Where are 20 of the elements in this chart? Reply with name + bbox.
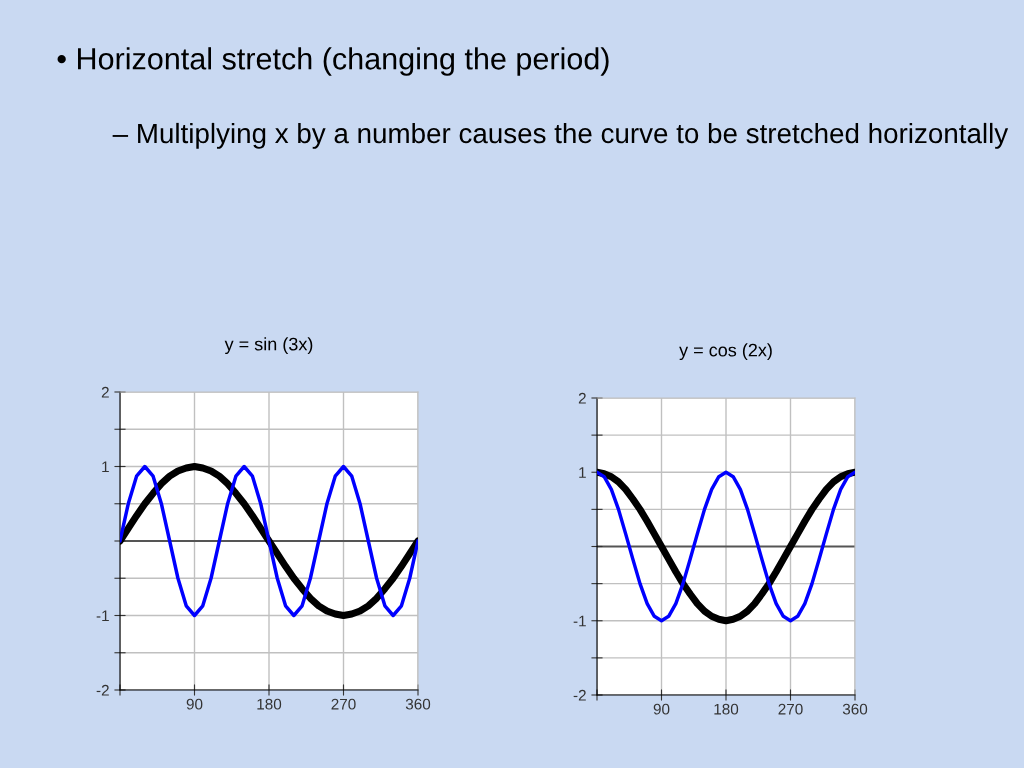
x-tick-label: 180 [257,698,282,710]
y-tick-label: -1 [573,615,586,627]
x-tick-label: 90 [653,703,670,715]
y-tick-label: 1 [102,461,109,473]
y-tick-label: 1 [579,467,586,478]
chart-title: y = cos (2x) [679,343,772,361]
x-tick-label: 360 [842,703,868,715]
y-tick-label: -2 [573,689,586,701]
text: • Horizontal stretch (changing the period) [57,47,609,76]
x-tick-label: 270 [331,698,356,710]
y-tick-label: 2 [101,386,109,398]
y-tick-label: -1 [96,610,109,622]
x-tick-label: 270 [778,703,803,715]
x-tick-label: 360 [405,698,431,710]
y-tick-label: 2 [578,392,586,404]
x-tick-label: 90 [186,698,203,710]
y-tick-label: -2 [96,684,109,696]
text: – Multiplying x by a number causes the curve to be stretched horizontally [112,122,1009,149]
x-tick-label: 180 [714,703,739,715]
chart-title: y = sin (3x) [224,337,313,355]
